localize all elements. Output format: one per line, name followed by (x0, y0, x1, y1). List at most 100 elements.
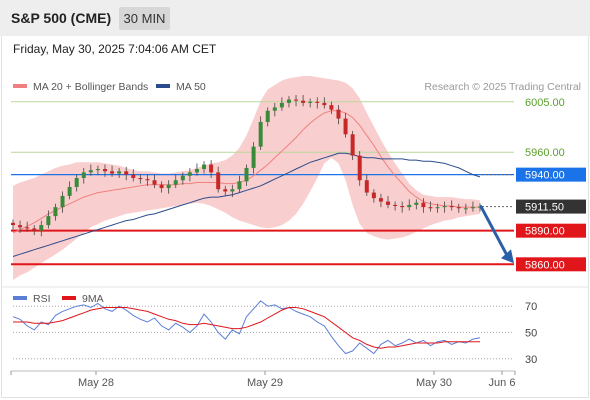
candle (350, 130, 355, 161)
candle-body (117, 171, 122, 174)
candle (336, 105, 341, 125)
candle-body (258, 121, 263, 147)
candle-body (294, 99, 299, 101)
candle (194, 163, 199, 176)
candle-body (110, 171, 115, 174)
candle (25, 221, 30, 232)
candle (216, 166, 221, 193)
candle-body (18, 225, 23, 228)
candle-body (279, 102, 284, 108)
candle-body (145, 179, 150, 181)
candle (442, 201, 447, 213)
candle (435, 203, 440, 213)
candle (294, 95, 299, 107)
candle (159, 181, 164, 193)
candle-body (442, 206, 447, 208)
candle (32, 225, 37, 236)
legend-swatch-1 (13, 84, 27, 88)
legend-swatch-2 (156, 84, 170, 88)
candle-body (414, 202, 419, 205)
candle (180, 172, 185, 185)
candle (308, 98, 313, 108)
candle-body (46, 216, 51, 226)
candle-body (81, 172, 86, 178)
candle-body (421, 202, 426, 208)
candle-body (393, 204, 398, 207)
candle (393, 201, 398, 211)
candle-body (166, 184, 171, 189)
candle-body (95, 169, 100, 171)
candle-body (159, 184, 164, 189)
projection-arrow-shaft (479, 205, 509, 257)
candle (400, 201, 405, 213)
candle (364, 174, 369, 196)
candle (95, 165, 100, 175)
candle (378, 193, 383, 208)
candle (223, 185, 228, 196)
candle-body (67, 186, 72, 196)
candle-body (449, 206, 454, 208)
candle (456, 203, 461, 213)
x-axis: May 28 May 29 May 30 Jun 6 (10, 370, 516, 389)
candle-body (301, 100, 306, 103)
candle (209, 160, 214, 178)
instrument-title: S&P 500 (CME) (11, 10, 112, 26)
rsi-tick-30: 30 (525, 354, 537, 366)
current-price-box (516, 199, 586, 214)
candle (301, 95, 306, 107)
candle-body (435, 207, 440, 209)
candle-body (216, 172, 221, 190)
candle (251, 142, 256, 174)
candle (463, 203, 468, 214)
candle (315, 97, 320, 109)
candle (39, 220, 44, 237)
candle (449, 200, 454, 211)
candle-body (32, 228, 37, 231)
candle-body (230, 189, 235, 192)
candle-body (456, 207, 461, 209)
candle-body (223, 189, 228, 192)
candle (152, 174, 157, 189)
candle (386, 195, 391, 209)
candle (46, 210, 51, 229)
support-label-5860.00: 5860.00 (525, 259, 565, 271)
candle-body (152, 180, 157, 185)
candle (53, 203, 58, 221)
support-label-5890.00: 5890.00 (525, 226, 565, 238)
candle (74, 174, 79, 192)
legend-label-2: MA 50 (176, 81, 206, 93)
rsi-ma-legend-label: 9MA (82, 293, 104, 305)
timeframe-badge[interactable]: 30 MIN (119, 7, 170, 30)
rsi-tick-50: 50 (525, 328, 537, 340)
candle-body (286, 99, 291, 103)
candle (428, 201, 433, 212)
candle (329, 101, 334, 115)
candle (470, 201, 475, 212)
candle-body (329, 105, 334, 110)
rsi-legend-label: RSI (33, 293, 51, 305)
candle (18, 220, 23, 233)
candle (286, 96, 291, 108)
candle (258, 116, 263, 150)
candle-body (386, 201, 391, 205)
candle (138, 174, 143, 184)
candle-body (343, 118, 348, 135)
candle-body (265, 110, 270, 122)
price-legend: MA 20 + Bollinger Bands MA 50 Research © 2… (13, 81, 581, 93)
candle-body (53, 207, 58, 217)
candle (272, 102, 277, 117)
candle (322, 97, 327, 109)
ma50-line (12, 152, 481, 257)
candle (88, 164, 93, 176)
candle (407, 199, 412, 211)
candle (371, 189, 376, 203)
candle-body (308, 101, 313, 103)
candle-body (272, 107, 277, 111)
current-price-label: 5911.50 (525, 202, 564, 214)
rsi-panel: RSI 9MA 70 50 30 (12, 293, 537, 366)
candle (237, 175, 242, 193)
candle (230, 184, 235, 198)
candle (117, 167, 122, 178)
candle-body (124, 171, 129, 175)
